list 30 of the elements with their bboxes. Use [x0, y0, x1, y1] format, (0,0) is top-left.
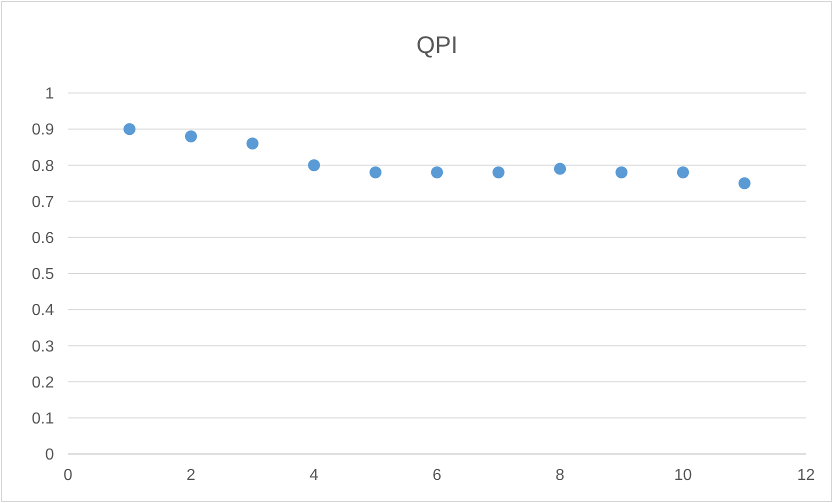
point: [492, 166, 504, 178]
x-tick-label: 2: [186, 467, 196, 484]
x-tick-label: 10: [674, 467, 692, 484]
y-tick-label: 0: [45, 446, 54, 464]
point: [185, 130, 197, 142]
point: [246, 138, 258, 150]
x-tick-label: 4: [310, 467, 319, 484]
x-tick-label: 8: [556, 467, 565, 484]
y-tick-label: 0.6: [32, 230, 54, 247]
point: [308, 159, 320, 172]
x-tick-label: 12: [797, 467, 815, 484]
point: [431, 166, 443, 178]
point: [616, 166, 628, 178]
point: [124, 123, 136, 136]
point: [677, 166, 689, 178]
point: [370, 166, 382, 178]
point: [554, 162, 566, 175]
y-tick-label: 0.8: [32, 158, 54, 175]
y-tick-label: 0.3: [32, 338, 54, 356]
y-tick-label: 0.2: [32, 374, 54, 392]
point: [738, 177, 750, 190]
y-tick-label: 1: [45, 86, 54, 103]
y-tick-label: 0.7: [32, 194, 54, 211]
x-tick-label: 6: [432, 467, 442, 484]
y-tick-label: 0.4: [32, 302, 54, 320]
chart-title: QPI: [416, 32, 458, 59]
y-tick-label: 0.1: [32, 410, 54, 428]
x-tick-label: 0: [64, 467, 73, 484]
y-tick-label: 0.9: [32, 122, 54, 139]
y-tick-label: 0.5: [32, 266, 54, 284]
